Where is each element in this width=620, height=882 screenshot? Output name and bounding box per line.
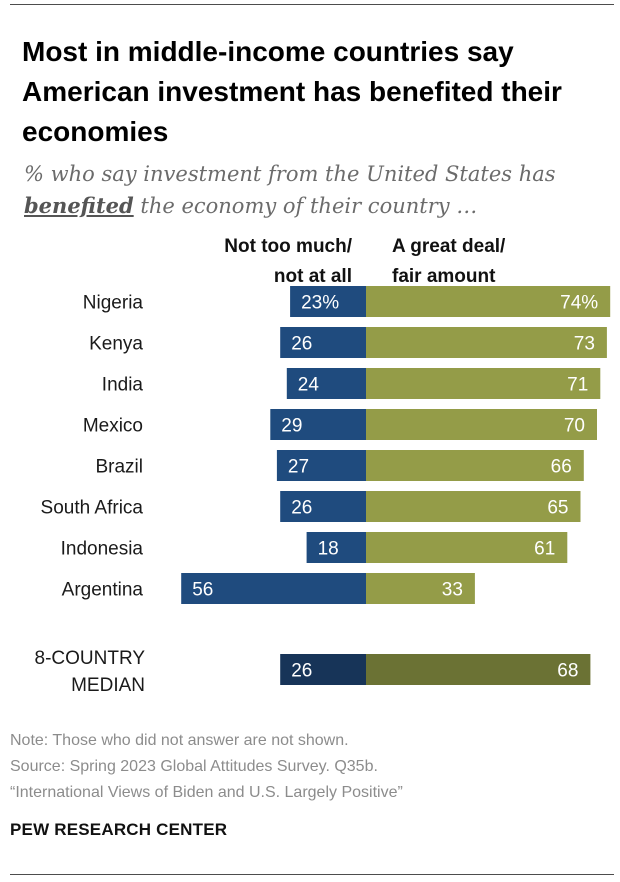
- top-rule: [10, 4, 614, 5]
- category-label-8-country-median: 8-COUNTRY MEDIAN: [35, 648, 146, 696]
- bar-negative-mexico: [270, 409, 366, 440]
- value-label-negative-india: 24: [298, 375, 320, 396]
- bar-negative-india: [286, 368, 366, 399]
- bar-positive-argentina: [366, 573, 475, 604]
- category-label-argentina: Argentina: [62, 580, 144, 601]
- bar-positive-indonesia: [366, 532, 568, 563]
- chart-subtitle: % who say investment from the United Sta…: [24, 158, 604, 222]
- note-text: Note: Those who did not answer are not s…: [10, 732, 349, 749]
- brand-name: PEW RESEARCH CENTER: [10, 820, 228, 839]
- value-label-negative-8-country-median: 26: [291, 661, 312, 682]
- value-label-positive-mexico: 70: [564, 416, 585, 437]
- bar-positive-8-country-median: [366, 654, 591, 685]
- category-label-mexico: Mexico: [83, 416, 143, 437]
- value-label-negative-mexico: 29: [281, 416, 302, 437]
- subtitle-suffix: the economy of their country …: [140, 194, 478, 218]
- bar-positive-brazil: [366, 450, 584, 481]
- bar-negative-8-country-median: [280, 654, 366, 685]
- bar-positive-india: [366, 368, 601, 399]
- report-text: “International Views of Biden and U.S. L…: [10, 784, 403, 801]
- bar-negative-nigeria: [290, 286, 366, 317]
- category-label-kenya: Kenya: [89, 334, 143, 355]
- chart-notes: Note: Those who did not answer are not s…: [10, 728, 403, 806]
- value-label-negative-kenya: 26: [291, 334, 312, 355]
- category-label-south-africa: South Africa: [41, 498, 144, 519]
- bar-negative-kenya: [280, 327, 366, 358]
- value-label-positive-indonesia: 61: [534, 539, 555, 560]
- value-label-positive-brazil: 66: [551, 457, 572, 478]
- bar-positive-mexico: [366, 409, 597, 440]
- legend-negative: Not too much/ not at all: [224, 236, 352, 287]
- category-label-nigeria: Nigeria: [83, 293, 144, 314]
- subtitle-emphasis: benefited: [24, 193, 134, 218]
- bar-positive-nigeria: [366, 286, 611, 317]
- legend-positive: A great deal/ fair amount: [392, 236, 506, 287]
- diverging-bar-chart: 23% 74% Nigeria 26 73 Kenya 24 71 India 29 70 Mexic…: [35, 286, 611, 696]
- bar-negative-brazil: [276, 450, 366, 481]
- bar-positive-south-africa: [366, 491, 581, 522]
- value-label-positive-argentina: 33: [442, 580, 463, 601]
- value-label-negative-indonesia: 18: [318, 539, 339, 560]
- source-text: Source: Spring 2023 Global Attitudes Sur…: [10, 758, 378, 775]
- bottom-rule: [10, 874, 614, 875]
- value-label-negative-south-africa: 26: [291, 498, 312, 519]
- bar-negative-argentina: [181, 573, 366, 604]
- value-label-positive-south-africa: 65: [547, 498, 568, 519]
- chart-title: Most in middle-income countries say Amer…: [22, 36, 562, 147]
- value-label-positive-india: 71: [567, 375, 588, 396]
- bar-positive-kenya: [366, 327, 607, 358]
- category-label-indonesia: Indonesia: [61, 539, 144, 560]
- value-label-negative-brazil: 27: [288, 457, 309, 478]
- value-label-negative-nigeria: 23%: [301, 293, 339, 314]
- value-label-positive-nigeria: 74%: [560, 293, 598, 314]
- value-label-negative-argentina: 56: [192, 580, 213, 601]
- value-label-positive-kenya: 73: [574, 334, 595, 355]
- category-label-india: India: [102, 375, 144, 396]
- category-label-brazil: Brazil: [95, 457, 143, 478]
- bar-negative-south-africa: [280, 491, 366, 522]
- subtitle-prefix: % who say investment from the United Sta…: [24, 162, 556, 186]
- bar-negative-indonesia: [306, 532, 366, 563]
- value-label-positive-8-country-median: 68: [557, 661, 578, 682]
